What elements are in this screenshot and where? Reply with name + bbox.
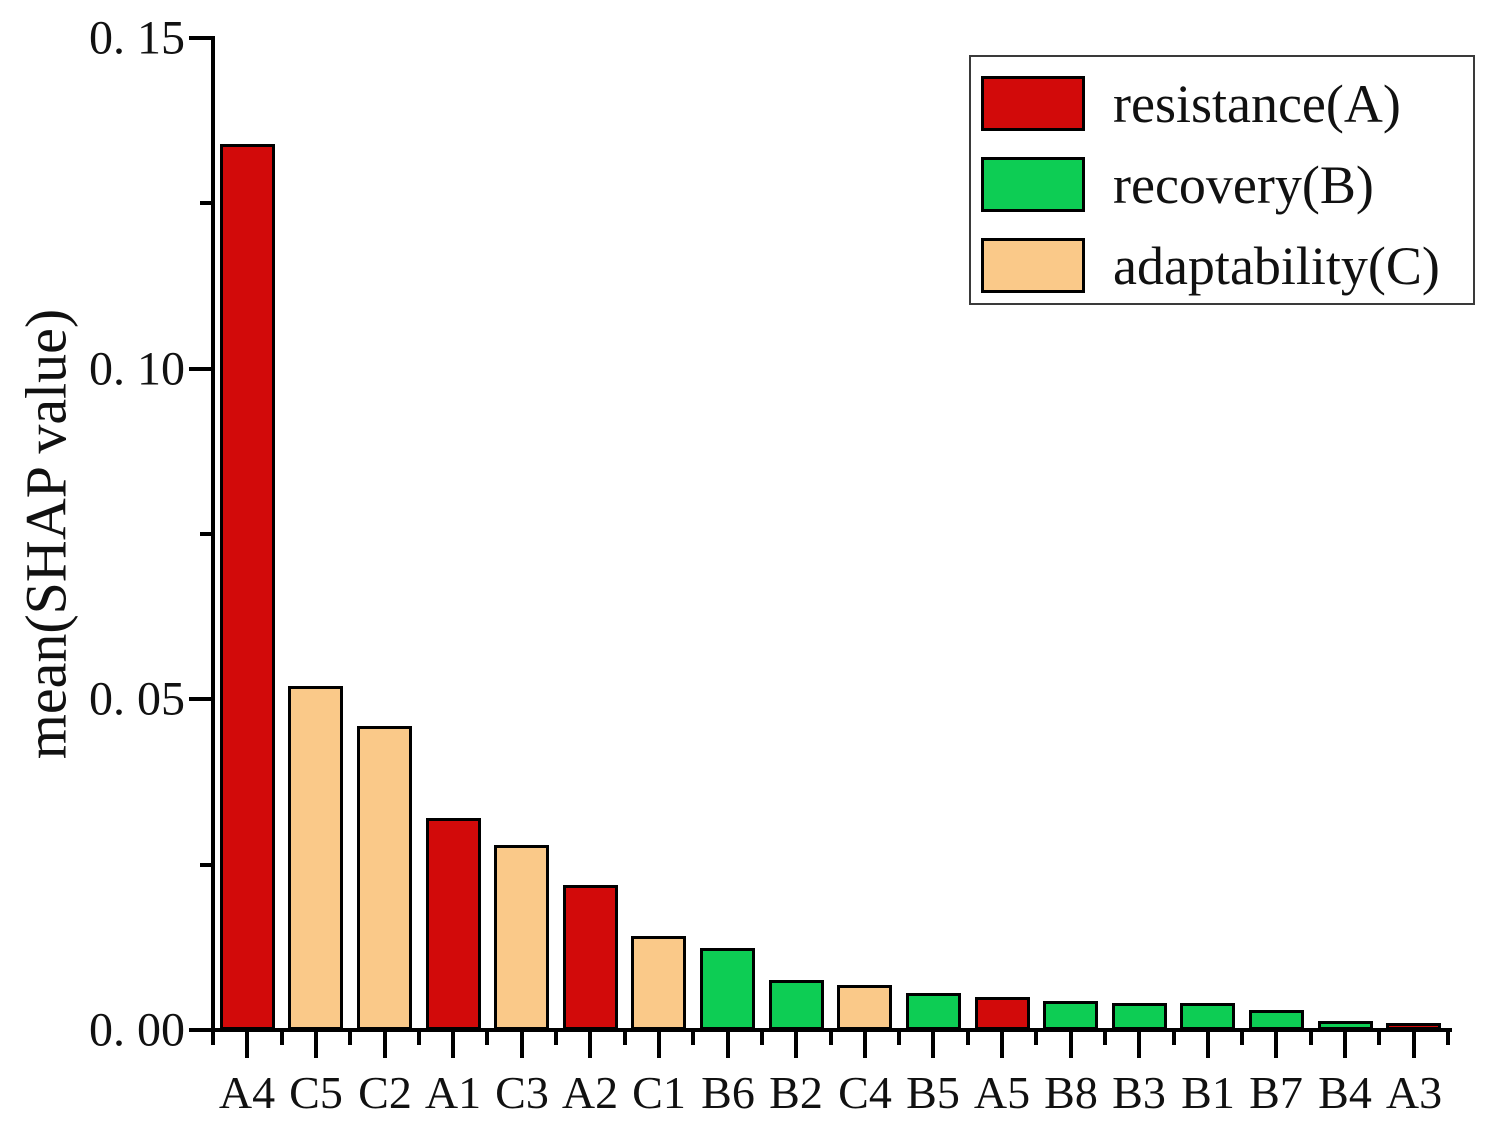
y-axis-line xyxy=(211,36,215,1032)
x-tick-label-A3: A3 xyxy=(1385,1067,1443,1118)
bar-B7 xyxy=(1249,1010,1304,1030)
y-tick-label: 0. 05 xyxy=(89,672,185,726)
x-tick-label-C5: C5 xyxy=(289,1067,343,1118)
x-tick-label-A5: A5 xyxy=(973,1067,1031,1118)
x-minor-tick xyxy=(1377,1032,1381,1045)
bar-B2 xyxy=(769,980,824,1030)
x-minor-tick xyxy=(691,1032,695,1045)
x-major-tick xyxy=(931,1032,935,1058)
x-major-tick xyxy=(520,1032,524,1058)
bar-A2 xyxy=(563,885,618,1030)
legend-swatch-A xyxy=(981,76,1085,131)
x-tick-label-B6: B6 xyxy=(701,1067,755,1118)
x-major-tick xyxy=(383,1032,387,1058)
x-minor-tick xyxy=(211,1032,215,1045)
bar-A4 xyxy=(220,144,275,1030)
y-major-tick xyxy=(189,367,213,371)
legend-label-C: adaptability(C) xyxy=(1113,236,1440,296)
x-major-tick xyxy=(588,1032,592,1058)
x-minor-tick xyxy=(829,1032,833,1045)
x-minor-tick xyxy=(966,1032,970,1045)
bar-C5 xyxy=(288,686,343,1030)
x-major-tick xyxy=(314,1032,318,1058)
bar-B1 xyxy=(1180,1003,1235,1030)
bar-A1 xyxy=(426,818,481,1030)
x-minor-tick xyxy=(1034,1032,1038,1045)
x-tick-label-C4: C4 xyxy=(838,1067,892,1118)
y-minor-tick xyxy=(200,863,213,867)
x-minor-tick xyxy=(760,1032,764,1045)
y-tick-label: 0. 15 xyxy=(89,11,185,65)
bar-B3 xyxy=(1112,1003,1167,1030)
x-tick-label-A1: A1 xyxy=(424,1067,482,1118)
bar-C2 xyxy=(357,726,412,1030)
bar-C3 xyxy=(494,845,549,1030)
y-major-tick xyxy=(189,36,213,40)
y-major-tick xyxy=(189,697,213,701)
bar-B5 xyxy=(906,993,961,1030)
y-major-tick xyxy=(189,1028,213,1032)
y-tick-label: 0. 00 xyxy=(89,1003,185,1057)
x-minor-tick xyxy=(348,1032,352,1045)
x-major-tick xyxy=(1412,1032,1416,1058)
legend-swatch-C xyxy=(981,238,1085,293)
bar-B8 xyxy=(1043,1001,1098,1030)
y-minor-tick xyxy=(200,201,213,205)
x-minor-tick xyxy=(1172,1032,1176,1045)
x-minor-tick xyxy=(1240,1032,1244,1045)
x-minor-tick xyxy=(623,1032,627,1045)
x-tick-label-B3: B3 xyxy=(1112,1067,1166,1118)
x-major-tick xyxy=(1206,1032,1210,1058)
x-minor-tick xyxy=(897,1032,901,1045)
x-major-tick xyxy=(794,1032,798,1058)
x-tick-label-C2: C2 xyxy=(358,1067,412,1118)
x-tick-label-B1: B1 xyxy=(1181,1067,1235,1118)
x-major-tick xyxy=(1274,1032,1278,1058)
x-major-tick xyxy=(726,1032,730,1058)
x-major-tick xyxy=(657,1032,661,1058)
x-major-tick xyxy=(1069,1032,1073,1058)
x-major-tick xyxy=(863,1032,867,1058)
x-minor-tick xyxy=(417,1032,421,1045)
x-minor-tick xyxy=(1309,1032,1313,1045)
x-tick-label-B4: B4 xyxy=(1318,1067,1372,1118)
x-tick-label-B2: B2 xyxy=(769,1067,823,1118)
x-tick-label-B7: B7 xyxy=(1249,1067,1303,1118)
x-tick-label-C1: C1 xyxy=(632,1067,686,1118)
x-tick-label-A4: A4 xyxy=(218,1067,276,1118)
x-minor-tick xyxy=(485,1032,489,1045)
x-minor-tick xyxy=(1103,1032,1107,1045)
legend: resistance(A) recovery(B) adaptability(C) xyxy=(969,55,1475,305)
x-major-tick xyxy=(1343,1032,1347,1058)
legend-label-B: recovery(B) xyxy=(1113,155,1374,215)
x-tick-label-B5: B5 xyxy=(906,1067,960,1118)
bar-A5 xyxy=(975,997,1030,1030)
x-minor-tick xyxy=(554,1032,558,1045)
x-major-tick xyxy=(1000,1032,1004,1058)
bar-C1 xyxy=(631,936,686,1030)
legend-swatch-B xyxy=(981,157,1085,212)
x-tick-label-B8: B8 xyxy=(1044,1067,1098,1118)
legend-label-A: resistance(A) xyxy=(1113,74,1401,134)
x-axis-line xyxy=(211,1028,1452,1032)
x-major-tick xyxy=(245,1032,249,1058)
x-minor-tick xyxy=(280,1032,284,1045)
x-major-tick xyxy=(451,1032,455,1058)
bar-C4 xyxy=(837,985,892,1030)
y-minor-tick xyxy=(200,532,213,536)
bar-B6 xyxy=(700,948,755,1030)
x-major-tick xyxy=(1137,1032,1141,1058)
x-tick-label-C3: C3 xyxy=(495,1067,549,1118)
x-minor-tick xyxy=(1446,1032,1450,1045)
x-tick-label-A2: A2 xyxy=(561,1067,619,1118)
y-tick-label: 0. 10 xyxy=(89,342,185,396)
